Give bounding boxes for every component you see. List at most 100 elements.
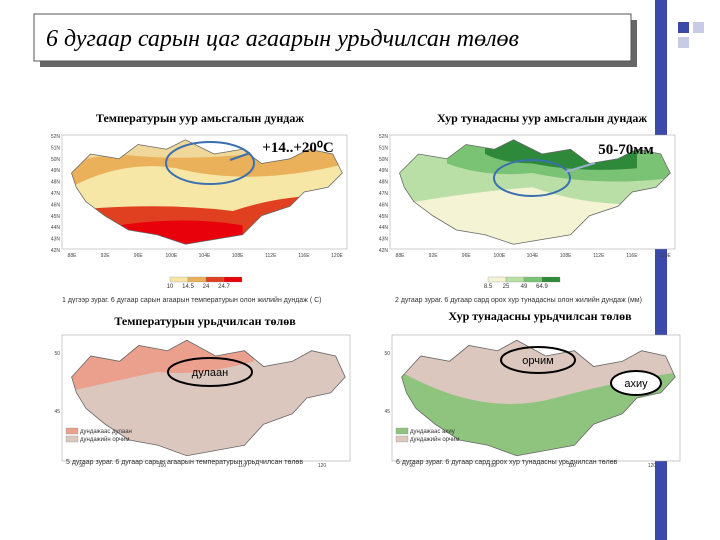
legend-label: 64.9 [536,284,548,290]
lat-label: 51N [51,145,61,151]
lat-label: 50N [51,157,61,163]
lat-label: 45 [54,409,60,415]
lon-label: 96E [134,253,144,259]
legend-swatch [487,276,507,283]
caption: 6 дугаар зураг. 6 дугаар сард орох хур т… [396,459,618,466]
lat-label: 46N [379,202,389,208]
annotation: 50-70мм [598,142,653,158]
highlight [493,159,571,197]
lat-label: 47N [379,191,389,197]
lat-label: 45N [51,214,61,220]
lon-label: 88E [396,253,406,259]
caption: 5 дугаар зураг. 6 дугаар сарын агаарын т… [66,459,303,466]
legend-swatch [169,276,189,283]
legend-swatch [395,435,409,443]
highlight [167,357,253,387]
legend-label: 25 [503,284,510,290]
lon-label: 92E [429,253,439,259]
legend-label: дундажийн орчим [80,436,130,443]
lon-label: 120 [648,463,657,469]
legend-swatch [223,276,243,283]
title-box [33,13,632,62]
lat-label: 51N [379,145,389,151]
legend-swatch [541,276,561,283]
legend-swatch [523,276,543,283]
legend-label: дундажаас ахиу [410,429,455,435]
lon-label: 88E [68,253,78,259]
lon-label: 108E [232,253,244,259]
lat-label: 52N [379,134,389,140]
lon-label: 104E [199,253,211,259]
lat-label: 43N [379,237,389,243]
legend-swatch [65,435,79,443]
legend-swatch [187,276,207,283]
lat-label: 45 [384,409,390,415]
lat-label: 49N [51,168,61,174]
panel-heading: Температурын урьдчилсан төлөв [114,314,296,328]
lat-label: 45N [379,214,389,220]
deco [678,37,689,48]
lon-label: 120 [318,463,327,469]
lat-label: 48N [51,180,61,186]
lat-label: 52N [51,134,61,140]
lon-label: 100E [166,253,178,259]
panel-heading: Хур тунадасны уур амьсгалын дундаж [437,111,647,125]
legend-label: дундажаас дулаан [80,429,132,435]
legend-label: 14.5 [182,284,194,290]
lon-label: 110 [568,463,576,469]
lon-label: 92E [101,253,111,259]
annotation: +14..+20⁰C [262,140,333,156]
legend-swatch [205,276,225,283]
map-precip-mean [389,134,676,250]
annotation: орчим [522,355,553,367]
lon-label: 100 [158,463,167,469]
highlight [500,346,576,374]
lat-label: 43N [51,237,61,243]
lat-label: 47N [51,191,61,197]
lon-label: 96E [462,253,472,259]
lon-label: 116E [626,253,638,259]
lat-label: 50 [54,351,60,357]
lon-label: 104E [527,253,539,259]
lon-label: 90 [409,463,415,469]
pointer [229,152,251,161]
lon-label: 116E [298,253,310,259]
lon-label: 112E [593,253,605,259]
lon-label: 108E [560,253,572,259]
highlight [165,141,255,185]
legend-swatch [65,427,79,435]
map-precip-forecast [391,334,681,462]
annotation: дулаан [192,367,228,379]
lat-label: 50N [379,157,389,163]
highlight [610,370,662,396]
legend-swatch [505,276,525,283]
deco [693,22,704,33]
lat-label: 50 [384,351,390,357]
lat-label: 42N [51,248,61,254]
lon-label: 90 [79,463,85,469]
lat-label: 42N [379,248,389,254]
title: 6 дугаар сарын цаг агаарын урьдчилсан тө… [46,26,519,52]
deco [678,22,689,33]
map-temp-mean [61,134,348,250]
legend-label: 49 [521,284,528,290]
legend-label: 24 [203,284,210,290]
panel-heading: Температурын уур амьсгалын дундаж [96,111,304,125]
caption: 2 дугаар зураг. 6 дугаар сард орох хур т… [395,296,642,304]
lon-label: 120E [659,253,671,259]
legend-label: 24.7 [218,284,230,290]
annotation: ахиу [624,378,648,390]
lat-label: 49N [379,168,389,174]
lon-label: 120E [331,253,343,259]
lon-label: 100 [488,463,497,469]
legend-label: дундажийн орчим [410,436,460,443]
pointer [564,162,596,173]
lat-label: 46N [51,202,61,208]
lat-label: 44N [51,225,61,231]
map-temp-forecast [61,334,351,462]
panel-heading: Хур тунадасны урьдчилсан төлөв [448,309,632,323]
lon-label: 112E [265,253,277,259]
legend-label: 8.5 [484,284,493,290]
lat-label: 48N [379,180,389,186]
